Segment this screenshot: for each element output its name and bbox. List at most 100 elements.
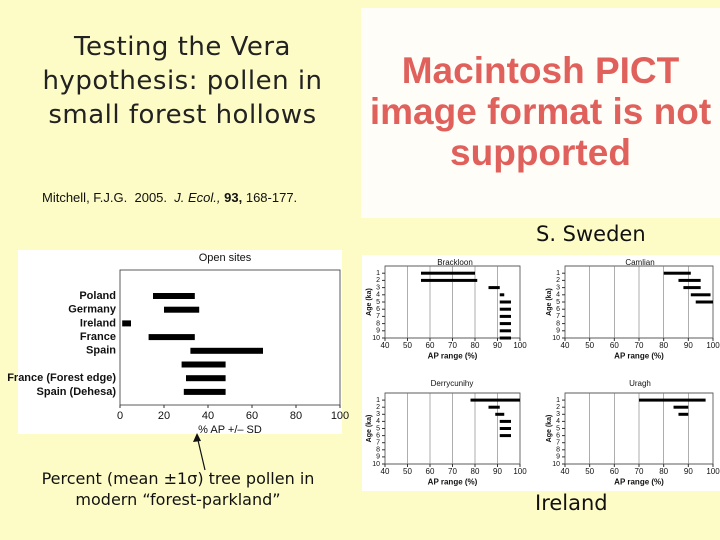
range-bar bbox=[488, 405, 500, 409]
x-tick-label: 90 bbox=[684, 341, 693, 350]
x-tick-label: 40 bbox=[381, 341, 390, 350]
y-tick-label: 8 bbox=[376, 447, 380, 454]
x-tick-label: 80 bbox=[290, 410, 302, 422]
y-axis-label: Age (ka) bbox=[546, 288, 553, 316]
citation-authors: Mitchell, F.J.G. bbox=[42, 190, 128, 205]
y-tick-label: 5 bbox=[376, 425, 380, 432]
y-tick-label: 5 bbox=[556, 425, 560, 432]
x-tick-label: 70 bbox=[448, 467, 457, 476]
chart-title: Derrycunihy bbox=[431, 379, 474, 388]
y-tick-label: 4 bbox=[556, 292, 560, 299]
range-bar bbox=[683, 286, 701, 290]
placeholder-text: Macintosh PICT image format is not suppo… bbox=[369, 50, 712, 173]
y-tick-label: 8 bbox=[556, 447, 560, 454]
region-label: S. Sweden bbox=[536, 222, 646, 246]
plot-frame bbox=[119, 269, 341, 406]
x-axis-label: AP range (%) bbox=[428, 352, 478, 361]
range-bar bbox=[499, 427, 511, 430]
chart-title: Uragh bbox=[629, 379, 651, 388]
x-tick-label: 40 bbox=[561, 467, 570, 476]
x-tick-label: 60 bbox=[610, 341, 619, 350]
x-tick-label: 40 bbox=[202, 410, 214, 422]
range-bar bbox=[190, 347, 263, 354]
y-tick-label: 9 bbox=[376, 328, 380, 335]
y-tick-label: 7 bbox=[376, 440, 380, 447]
region-label: Ireland bbox=[535, 491, 608, 515]
y-axis-label: Age (ka) bbox=[366, 415, 373, 443]
x-tick-label: 70 bbox=[635, 467, 644, 476]
x-tick-label: 40 bbox=[561, 341, 570, 350]
range-bar bbox=[470, 398, 520, 402]
range-bar bbox=[499, 307, 511, 311]
y-tick-label: 8 bbox=[376, 320, 380, 327]
y-tick-label: 3 bbox=[376, 284, 380, 291]
x-tick-label: 60 bbox=[426, 467, 435, 476]
x-axis-label: AP range (%) bbox=[428, 478, 478, 487]
x-tick-label: 80 bbox=[659, 467, 668, 476]
arrow-head bbox=[193, 433, 201, 442]
range-bar bbox=[499, 322, 511, 326]
x-axis-label: AP range (%) bbox=[614, 352, 664, 361]
x-tick-label: 20 bbox=[158, 410, 170, 422]
citation: Mitchell, F.J.G. 2005. J. Ecol., 93, 168… bbox=[42, 190, 297, 205]
x-tick-label: 100 bbox=[331, 410, 349, 422]
y-tick-label: 6 bbox=[556, 306, 560, 313]
category-label: Ireland bbox=[80, 317, 116, 329]
x-tick-label: 100 bbox=[513, 467, 527, 476]
x-tick-label: 60 bbox=[610, 467, 619, 476]
range-bar bbox=[673, 405, 689, 409]
y-tick-label: 3 bbox=[556, 411, 560, 418]
y-tick-label: 7 bbox=[376, 313, 380, 320]
category-label: Spain (Dehesa) bbox=[37, 386, 117, 398]
y-tick-label: 1 bbox=[376, 270, 380, 277]
range-bar bbox=[499, 293, 505, 297]
range-bar bbox=[495, 412, 505, 416]
y-tick-label: 6 bbox=[376, 432, 380, 439]
y-tick-label: 3 bbox=[556, 284, 560, 291]
y-tick-label: 5 bbox=[556, 299, 560, 306]
range-bar bbox=[695, 300, 713, 304]
figure-panel bbox=[362, 255, 720, 491]
y-tick-label: 9 bbox=[556, 328, 560, 335]
y-tick-label: 4 bbox=[376, 418, 380, 425]
figure-panel bbox=[18, 250, 342, 434]
y-axis-label: Age (ka) bbox=[546, 415, 553, 443]
x-tick-label: 100 bbox=[706, 467, 720, 476]
chart-title: Camlian bbox=[625, 258, 654, 267]
y-tick-label: 6 bbox=[376, 306, 380, 313]
x-tick-label: 80 bbox=[471, 467, 480, 476]
y-tick-label: 10 bbox=[552, 335, 560, 342]
x-tick-label: 90 bbox=[493, 341, 502, 350]
range-bar bbox=[181, 361, 226, 368]
y-tick-label: 2 bbox=[376, 404, 380, 411]
y-tick-label: 1 bbox=[556, 397, 560, 404]
range-bar bbox=[499, 300, 511, 304]
x-tick-label: 80 bbox=[659, 341, 668, 350]
x-tick-label: 60 bbox=[246, 410, 258, 422]
arrow bbox=[196, 435, 206, 471]
x-tick-label: 50 bbox=[403, 341, 412, 350]
range-bar bbox=[499, 314, 511, 318]
y-tick-label: 1 bbox=[556, 270, 560, 277]
x-tick-label: 70 bbox=[635, 341, 644, 350]
range-bar bbox=[186, 375, 226, 382]
citation-volume: 93, bbox=[224, 190, 243, 205]
range-bar bbox=[153, 293, 195, 299]
x-tick-label: 90 bbox=[493, 467, 502, 476]
range-bar bbox=[499, 329, 511, 333]
range-bar bbox=[678, 412, 689, 416]
category-label: Poland bbox=[79, 290, 116, 302]
x-axis-label: AP range (%) bbox=[614, 478, 664, 487]
x-tick-label: 50 bbox=[585, 467, 594, 476]
range-bar bbox=[639, 398, 706, 402]
y-tick-label: 7 bbox=[556, 313, 560, 320]
category-label: France bbox=[80, 331, 116, 343]
caption: Percent (mean ±1σ) tree pollen in modern… bbox=[41, 469, 315, 509]
x-tick-label: 70 bbox=[448, 341, 457, 350]
range-bar bbox=[499, 336, 511, 340]
x-tick-label: 60 bbox=[426, 341, 435, 350]
chart-title: Open sites bbox=[199, 252, 252, 264]
citation-journal: J. Ecol., bbox=[174, 190, 221, 205]
range-bar bbox=[122, 320, 131, 327]
